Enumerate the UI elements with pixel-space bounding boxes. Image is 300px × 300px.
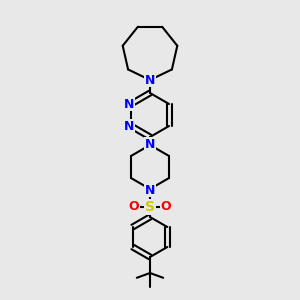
Text: N: N bbox=[145, 137, 155, 151]
Text: S: S bbox=[145, 200, 155, 214]
Text: N: N bbox=[124, 98, 134, 110]
Text: N: N bbox=[124, 119, 134, 133]
Text: N: N bbox=[145, 74, 155, 86]
Text: O: O bbox=[161, 200, 171, 214]
Text: N: N bbox=[145, 184, 155, 196]
Text: O: O bbox=[129, 200, 139, 214]
